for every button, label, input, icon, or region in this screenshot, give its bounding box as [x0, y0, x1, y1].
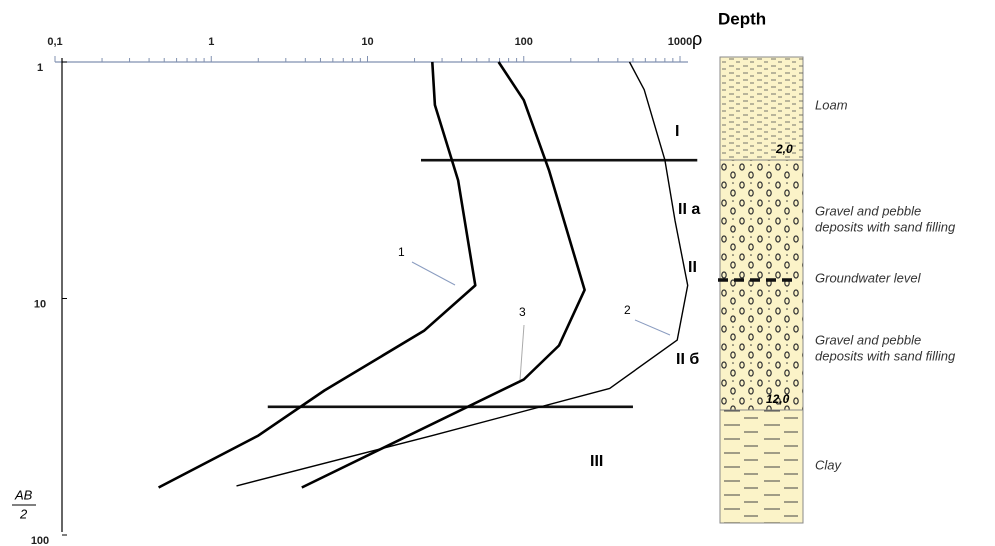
chart: Depth 2,0 12,0 Loam Gravel and pebble de… — [0, 0, 995, 546]
layer-pattern — [720, 410, 803, 523]
zone-label: I — [675, 123, 679, 140]
column-title: Depth — [718, 9, 766, 28]
y-tick-label: 1 — [37, 62, 43, 74]
x-tick-label: 0,1 — [47, 36, 62, 48]
layer-label: Clay — [815, 457, 843, 472]
curve — [159, 62, 476, 488]
curve-label: 1 — [398, 245, 405, 259]
x-tick-label: 1 — [208, 36, 214, 48]
layer-pattern — [720, 160, 803, 410]
y-tick-label: 100 — [31, 535, 49, 546]
curve-label: 3 — [519, 305, 526, 319]
layer-label: Gravel and pebble — [815, 203, 921, 218]
layer-label: Gravel and pebble — [815, 332, 921, 347]
zone-label: III — [590, 453, 603, 470]
x-axis-label: ρ — [692, 29, 702, 49]
layer-depth: 12,0 — [766, 392, 790, 406]
leader-line — [635, 320, 670, 335]
zone-label: II б — [676, 351, 699, 368]
leader-line — [520, 325, 524, 380]
layer-depth: 2,0 — [775, 142, 793, 156]
curve — [302, 62, 585, 488]
layer-label: Loam — [815, 97, 848, 112]
layer-label: Groundwater level — [815, 270, 922, 285]
layer-label: deposits with sand filling — [815, 219, 956, 234]
x-tick-label: 10 — [361, 36, 373, 48]
x-tick-label: 1000 — [668, 36, 692, 48]
curve-label: 2 — [624, 303, 631, 317]
leader-line — [412, 262, 455, 285]
zone-label: II — [688, 259, 697, 276]
curve — [237, 62, 688, 486]
y-axis-label: AB — [14, 487, 33, 502]
x-tick-label: 100 — [515, 36, 533, 48]
y-axis-label: 2 — [19, 506, 28, 521]
zone-label: II a — [678, 201, 700, 218]
y-tick-label: 10 — [34, 298, 46, 310]
layer-label: deposits with sand filling — [815, 348, 956, 363]
